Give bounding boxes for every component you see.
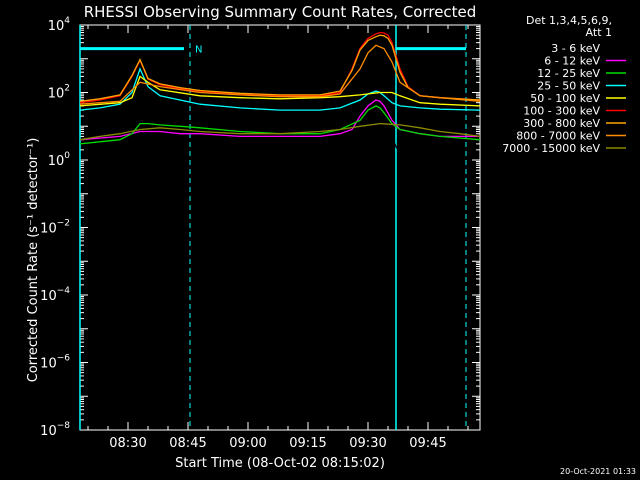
night-label: N [195,45,202,56]
y-tick-label: 10−6 [40,354,70,372]
legend-header-line: Det 1,3,4,5,6,9, [526,14,612,27]
legend-label: 7000 - 15000 keV [502,142,600,155]
series-line-8 [79,44,481,105]
x-tick-label: 09:30 [349,436,386,451]
legend-label: 300 - 800 keV [523,117,600,130]
legend-header-line: Att 1 [586,26,612,39]
series-line-3 [79,105,481,145]
chart-title: RHESSI Observing Summary Count Rates, Co… [84,3,477,21]
y-axis-label: Corrected Count Rate (s⁻¹ detector⁻¹) [26,138,41,383]
x-tick-label: 08:45 [169,436,206,451]
legend-label: 800 - 7000 keV [516,130,600,143]
legend-label: 25 - 50 keV [537,80,600,93]
y-tick-label: 100 [48,151,71,169]
night-markers: N [79,25,467,430]
legend-label: 50 - 100 keV [530,92,600,105]
series-line-5 [79,75,481,107]
series-line-7 [79,34,481,102]
axes: 08:30 08:45 09:00 09:15 09:30 09:45 10−8 10−6 10… [40,16,481,451]
y-tick-label: 10−2 [40,219,70,237]
series-layer [79,31,481,161]
series-line-4 [79,67,481,111]
series-line-9 [79,122,481,141]
series-line-1 [80,105,424,161]
x-tick-label: 09:15 [289,436,326,451]
plot-frame [79,24,481,431]
x-tick-label: 08:30 [109,436,146,451]
y-tick-label: 102 [48,84,70,102]
y-tick-label: 104 [48,16,71,34]
y-axis-label-wrap: Corrected Count Rate (s⁻¹ detector⁻¹) [26,138,41,383]
legend-label: 3 - 6 keV [551,42,600,55]
y-tick-label: 10−8 [40,421,70,439]
x-axis-label: Start Time (08-Oct-02 08:15:02) [175,456,385,471]
y-tick-label: 10−4 [40,286,70,304]
x-tick-label: 09:45 [409,436,446,451]
timestamp: 20-Oct-2021 01:33 [560,467,636,476]
legend-label: 12 - 25 keV [537,67,600,80]
legend-label: 100 - 300 keV [523,105,600,118]
legend-label: 6 - 12 keV [544,55,600,68]
x-tick-label: 09:00 [229,436,266,451]
